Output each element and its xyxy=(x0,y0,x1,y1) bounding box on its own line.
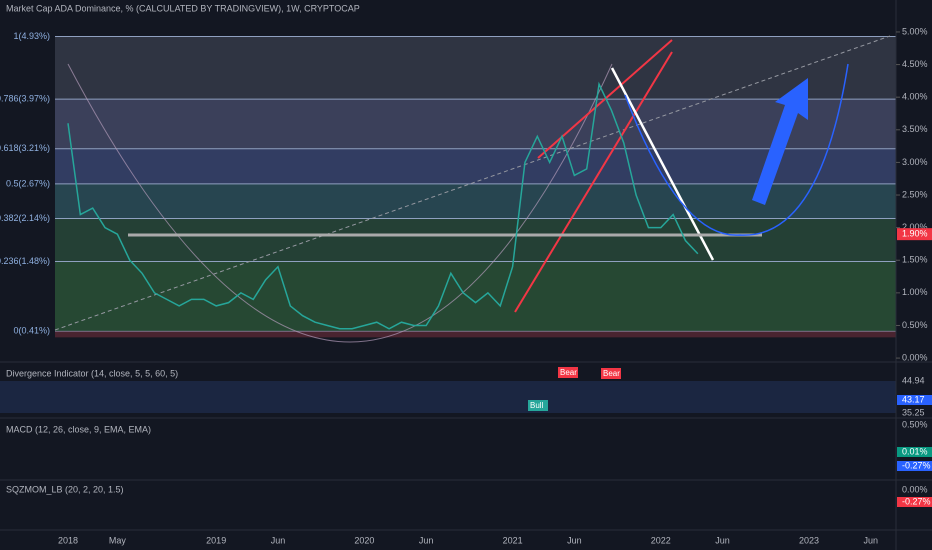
fib-label: 0.236(1.48%) xyxy=(0,256,50,266)
x-tick-label: Jun xyxy=(567,535,582,545)
fib-band xyxy=(55,261,896,332)
indicator-title: Divergence Indicator (14, close, 5, 5, 6… xyxy=(6,368,178,378)
y-tick-label: 0.00% xyxy=(902,352,928,362)
axis-label: 35.25 xyxy=(902,407,925,417)
tag-text: Bull xyxy=(530,401,544,410)
axis-label: 0.00% xyxy=(902,484,928,494)
label-bg xyxy=(897,497,932,507)
y-tick-label: 4.50% xyxy=(902,59,928,69)
div-band xyxy=(0,381,896,413)
indicator-title: MACD (12, 26, close, 9, EMA, EMA) xyxy=(6,424,151,434)
label-bg xyxy=(897,461,932,471)
x-tick-label: Jun xyxy=(715,535,730,545)
tag xyxy=(601,368,621,379)
fib-label: 0.786(3.97%) xyxy=(0,94,50,104)
fib-label: 0(0.41%) xyxy=(13,326,50,336)
x-tick-label: Jun xyxy=(863,535,878,545)
x-tick-label: May xyxy=(109,535,127,545)
x-tick-label: 2022 xyxy=(651,535,671,545)
label-bg xyxy=(897,447,932,457)
fib-band xyxy=(55,331,896,338)
fib-label: 0.5(2.67%) xyxy=(6,178,50,188)
chart-title: Market Cap ADA Dominance, % (CALCULATED … xyxy=(6,3,360,13)
indicator-title: SQZMOM_LB (20, 2, 20, 1.5) xyxy=(6,484,124,494)
fib-label: 0.382(2.14%) xyxy=(0,213,50,223)
tag-text: Bear xyxy=(603,369,620,378)
y-tick-label: 1.00% xyxy=(902,287,928,297)
x-tick-label: Jun xyxy=(419,535,434,545)
tag xyxy=(528,400,548,411)
axis-label: 0.01% xyxy=(902,446,928,456)
y-tick-label: 3.50% xyxy=(902,124,928,134)
cup-arc xyxy=(67,63,613,343)
trend-white xyxy=(610,67,715,261)
axis-label: -0.27% xyxy=(902,496,931,506)
fib-label: 1(4.93%) xyxy=(13,31,50,41)
fib-band xyxy=(55,218,896,262)
y-tick-label: 1.50% xyxy=(902,255,928,265)
fib-label: 0.618(3.21%) xyxy=(0,143,50,153)
y-tick-label: 2.50% xyxy=(902,189,928,199)
price-line xyxy=(67,81,699,330)
x-tick-label: 2019 xyxy=(206,535,226,545)
y-tick-label: 5.00% xyxy=(902,26,928,36)
x-tick-label: 2021 xyxy=(503,535,523,545)
fib-band xyxy=(55,36,896,100)
handle-curve xyxy=(624,63,849,236)
x-tick-label: Jun xyxy=(271,535,286,545)
fib-band xyxy=(55,148,896,184)
y-tick-label: 2.00% xyxy=(902,222,928,232)
y-tick-label: 3.00% xyxy=(902,157,928,167)
x-tick-label: 2020 xyxy=(354,535,374,545)
fib-band xyxy=(55,99,896,149)
last-price-bg xyxy=(897,228,932,241)
axis-label: 44.94 xyxy=(902,375,925,385)
x-tick-label: 2018 xyxy=(58,535,78,545)
axis-label: -0.27% xyxy=(902,460,931,470)
last-price: 1.90% xyxy=(902,229,928,239)
x-tick-label: 2023 xyxy=(799,535,819,545)
axis-label: 43.17 xyxy=(902,394,925,404)
tag xyxy=(558,367,578,378)
trend-dashed xyxy=(54,35,891,331)
trend-red xyxy=(514,51,673,313)
tag-text: Bear xyxy=(560,368,577,377)
axis-label: 0.50% xyxy=(902,419,928,429)
label-bg xyxy=(897,395,932,405)
y-tick-label: 0.50% xyxy=(902,320,928,330)
y-tick-label: 4.00% xyxy=(902,92,928,102)
arrow-up xyxy=(752,78,808,205)
